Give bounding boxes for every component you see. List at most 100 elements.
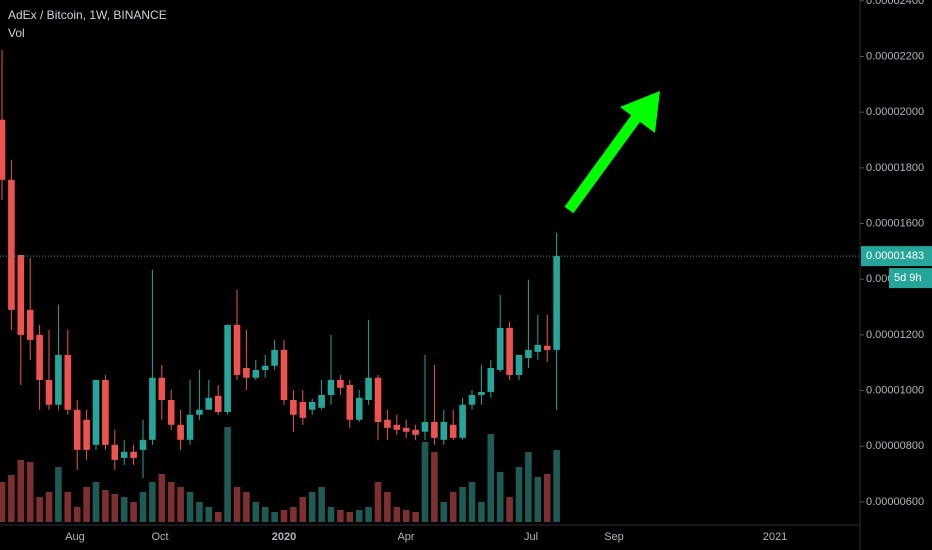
arrow-head (620, 91, 660, 133)
volume-bar (534, 477, 542, 522)
candle-body (130, 451, 137, 458)
arrow-annotation (564, 91, 660, 214)
candle-body (196, 409, 203, 415)
candle-body (308, 401, 316, 410)
volume-bar (308, 492, 316, 522)
volume-bar (205, 507, 213, 522)
y-tick-label: 0.00000600 (866, 496, 924, 508)
candle-body (243, 368, 250, 378)
plot-area (0, 49, 560, 522)
candle-body (478, 391, 485, 396)
candle-body (393, 424, 401, 430)
candle-body (337, 379, 344, 388)
arrow-shaft (564, 114, 641, 214)
candle-body (496, 327, 504, 370)
candle-body (506, 327, 513, 375)
countdown-box (889, 268, 932, 289)
candle-body (92, 379, 100, 445)
candle-body (45, 379, 53, 405)
volume-bar (45, 492, 53, 522)
volume-bar (26, 462, 34, 522)
candle-body (158, 377, 166, 401)
x-tick-label: 2021 (763, 531, 787, 543)
volume-bar (186, 492, 194, 522)
volume-bar (412, 512, 419, 522)
volume-bar (120, 497, 128, 522)
x-tick-label: Apr (397, 531, 414, 543)
volume-bar (17, 460, 25, 522)
candle-body (534, 344, 542, 352)
candle-body (271, 349, 278, 366)
volume-bar (224, 427, 231, 522)
volume-bar (130, 502, 137, 522)
volume-bar (290, 507, 297, 522)
candle-body (73, 409, 81, 450)
volume-bar (36, 497, 43, 522)
candle-body (412, 429, 419, 435)
candle-body (139, 439, 147, 450)
candle-body (186, 414, 194, 440)
volume-bar (487, 434, 495, 522)
volume-bar (355, 510, 363, 522)
volume-bar (384, 492, 391, 522)
volume-bar (280, 510, 288, 522)
candle-body (327, 379, 335, 396)
volume-bar (431, 452, 438, 522)
volume-bar (440, 502, 448, 522)
volume-bar (64, 492, 72, 522)
candle-body (431, 422, 438, 438)
x-tick-label: 2020 (272, 531, 296, 543)
volume-bar (73, 507, 81, 522)
candle-body (346, 384, 354, 420)
candle-body (0, 119, 6, 180)
candle-body (318, 395, 325, 408)
volume-bar (233, 487, 241, 522)
candle-body (402, 427, 410, 432)
candle-body (421, 422, 429, 432)
volume-bar (496, 472, 504, 522)
candle-body (83, 419, 90, 450)
volume-bar (374, 482, 382, 522)
volume-bar (393, 507, 401, 522)
candle-body (553, 256, 560, 350)
candle-body (55, 354, 62, 405)
volume-bar (158, 474, 166, 522)
candle-body (8, 179, 15, 310)
candle-body (365, 377, 372, 401)
volume-bar (243, 492, 250, 522)
volume-label: Vol (8, 26, 25, 40)
volume-bar (252, 502, 260, 522)
volume-bar (478, 502, 485, 522)
y-tick-label: 0.00001800 (866, 162, 924, 174)
x-tick-label: Oct (151, 531, 168, 543)
candle-body (525, 349, 532, 358)
candle-body (384, 419, 391, 428)
volume-bar (261, 507, 269, 522)
candle-body (459, 404, 466, 438)
volume-bar (506, 497, 513, 522)
volume-bar (102, 490, 109, 522)
candle-body (17, 254, 25, 335)
volume-bar (327, 507, 335, 522)
volume-bar (111, 494, 119, 522)
candle-body (120, 451, 128, 458)
candle-body (487, 368, 495, 392)
candle-body (515, 354, 523, 375)
volume-bar (346, 512, 354, 522)
volume-bar (515, 467, 523, 522)
volume-bar (543, 474, 551, 522)
volume-bar (214, 512, 222, 522)
candle-body (64, 354, 72, 410)
volume-bar (525, 452, 532, 522)
y-tick-label: 0.00001200 (866, 329, 924, 341)
volume-bar (271, 512, 278, 522)
volume-bar (449, 492, 457, 522)
candle-body (440, 422, 448, 440)
volume-bar (149, 482, 156, 522)
candle-body (149, 377, 156, 440)
volume-bar (92, 482, 100, 522)
y-tick-label: 0.00002200 (866, 50, 924, 62)
candle-body (224, 324, 231, 412)
y-tick-label: 0.00000800 (866, 440, 924, 452)
volume-bar (318, 487, 325, 522)
